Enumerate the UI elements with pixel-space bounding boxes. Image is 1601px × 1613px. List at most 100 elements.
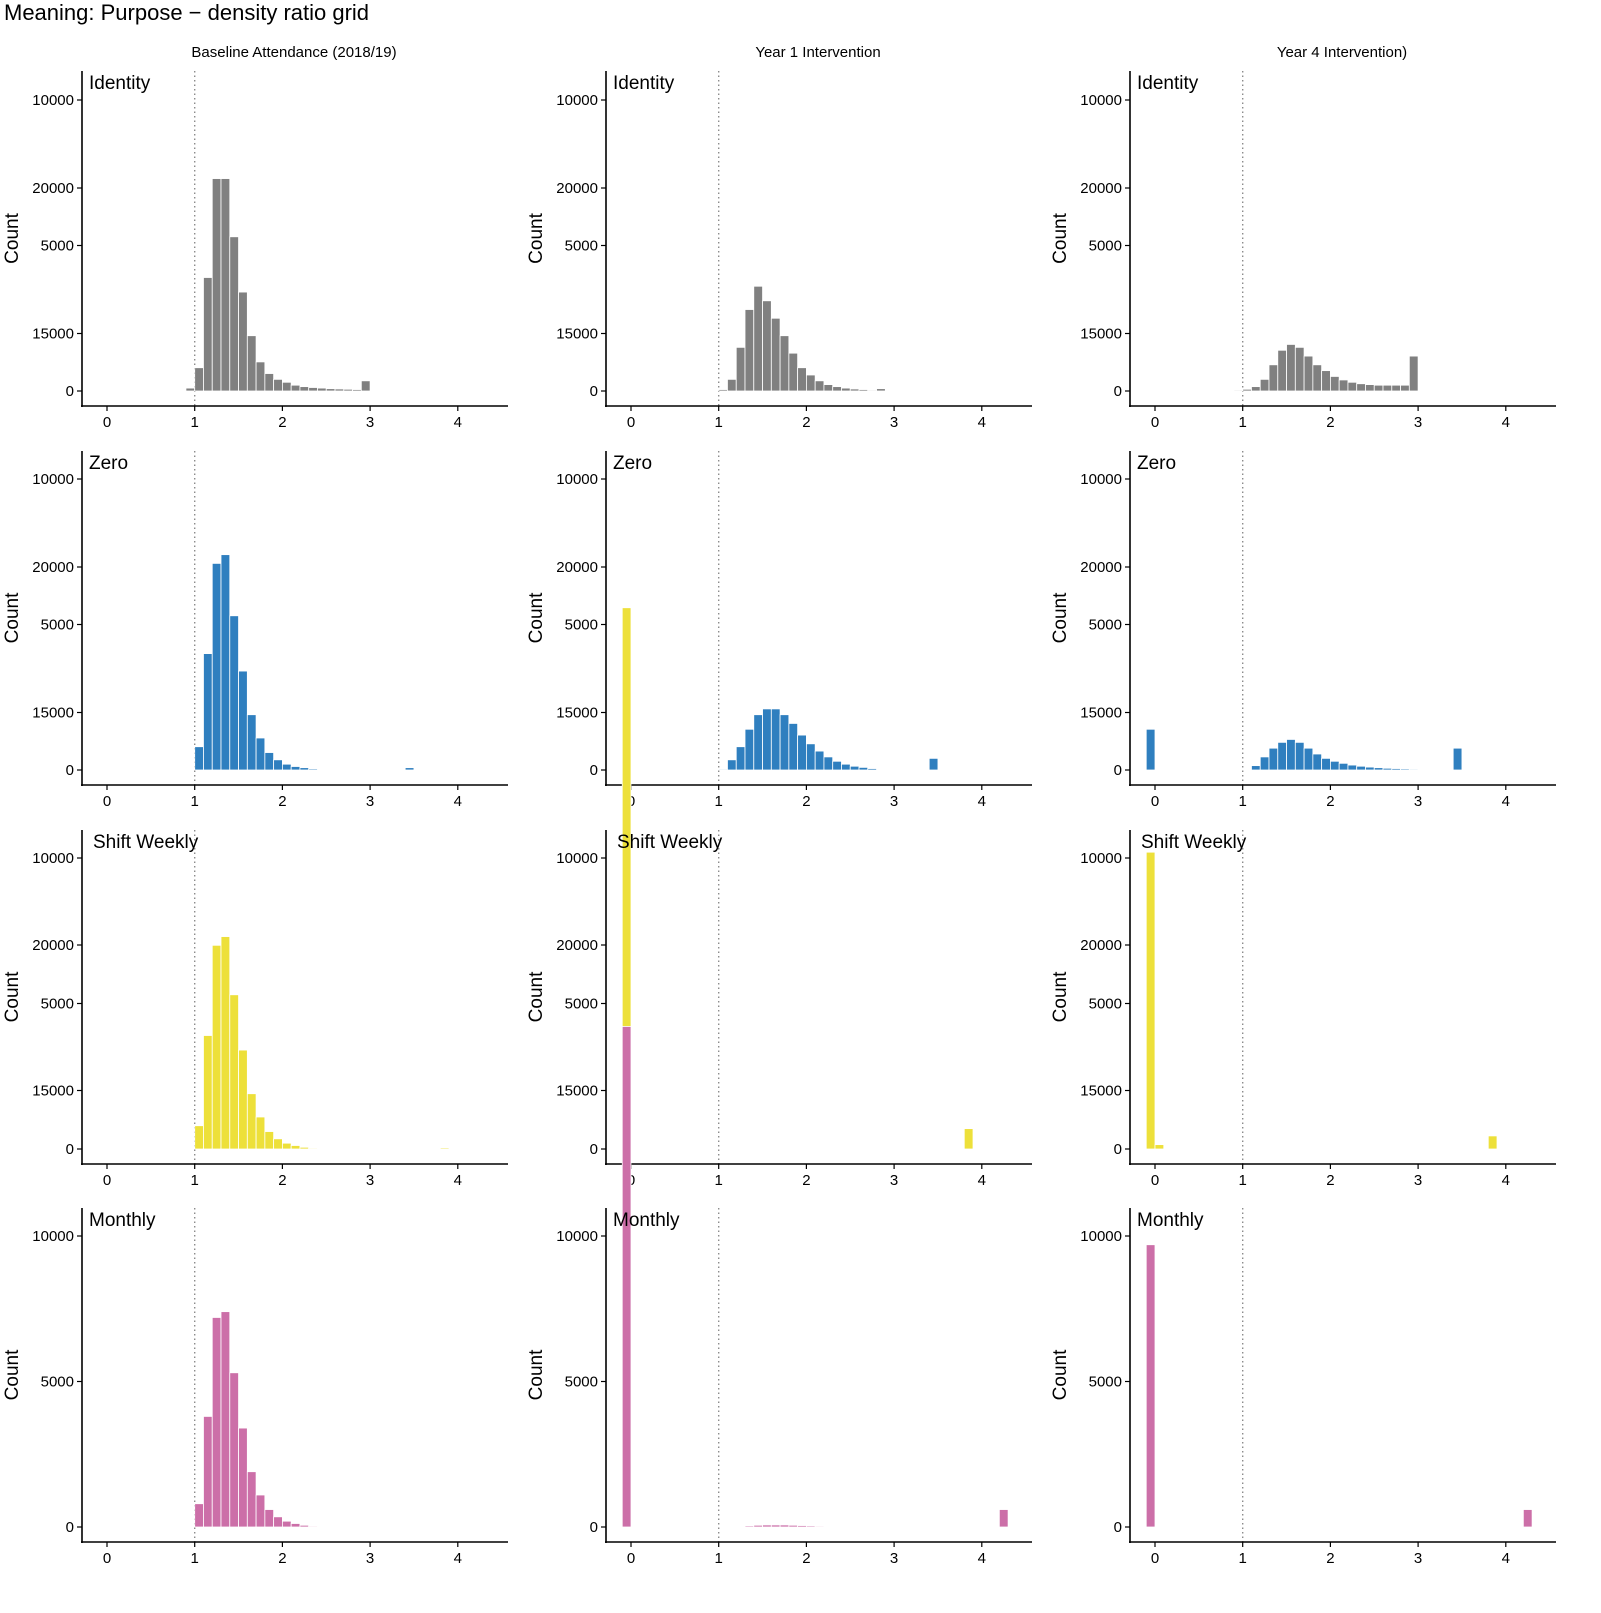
y-tick-label: 10000	[556, 471, 598, 488]
x-tick-label: 2	[802, 1550, 810, 1567]
histogram-bar	[1312, 753, 1323, 771]
histogram-bar	[1330, 760, 1340, 771]
y-tick-label: 15000	[32, 326, 74, 343]
histogram-bar	[753, 714, 763, 771]
histogram-bar	[211, 1317, 222, 1528]
y-tick-label: 10000	[556, 850, 598, 867]
histogram-bar	[806, 1525, 816, 1528]
histogram-bar	[220, 178, 231, 392]
y-tick-label: 10000	[32, 92, 74, 109]
panel-label: Identity	[613, 73, 675, 94]
histogram-bar	[832, 386, 842, 392]
y-tick-label: 5000	[565, 617, 598, 634]
histogram-bar	[1286, 344, 1296, 392]
histogram-bar	[1391, 384, 1401, 392]
histogram-bar	[1356, 383, 1366, 392]
histogram-bar	[211, 178, 222, 392]
x-tick-label: 1	[1239, 1550, 1247, 1567]
y-tick-label: 10000	[32, 471, 74, 488]
histogram-bar	[255, 361, 266, 392]
histogram-bar	[867, 768, 877, 771]
histogram-bar	[788, 723, 799, 771]
histogram-bar	[281, 1520, 292, 1528]
y-tick-label: 15000	[1080, 1083, 1122, 1100]
chart-title: Meaning: Purpose − density ratio grid	[4, 0, 370, 25]
x-tick-label: 4	[1502, 1172, 1510, 1189]
histogram-bar	[264, 1509, 275, 1528]
y-tick-label: 20000	[32, 559, 74, 576]
histogram-bar	[1373, 767, 1384, 771]
histogram-bar	[246, 1093, 257, 1150]
histogram-bar	[1268, 747, 1279, 771]
histogram-bar	[806, 743, 816, 771]
x-tick-label: 0	[103, 414, 111, 431]
x-tick-label: 0	[103, 1550, 111, 1567]
histogram-bar	[290, 766, 301, 771]
histogram-bar	[744, 309, 755, 392]
histogram-bar	[1259, 378, 1270, 392]
y-tick-label: 10000	[556, 1228, 598, 1245]
histogram-bar	[281, 1142, 292, 1150]
x-tick-label: 3	[366, 1550, 374, 1567]
histogram-bar	[1259, 756, 1270, 771]
panel-label: Zero	[89, 453, 128, 474]
histogram-bar	[814, 380, 825, 392]
histogram-bar	[1338, 762, 1349, 771]
y-tick-label: 15000	[32, 705, 74, 722]
histogram-bar	[439, 1147, 450, 1150]
histogram-bar	[273, 378, 283, 392]
x-tick-label: 1	[191, 1172, 199, 1189]
histogram-bar	[797, 367, 807, 392]
y-tick-label: 20000	[32, 180, 74, 197]
histogram-bar	[1233, 389, 1244, 392]
y-tick-label: 10000	[1080, 92, 1122, 109]
histogram-bar	[229, 1372, 239, 1528]
y-axis-label: Count	[526, 212, 547, 263]
histogram-bar	[1145, 728, 1156, 771]
x-tick-label: 3	[366, 1172, 374, 1189]
y-tick-label: 20000	[556, 559, 598, 576]
x-tick-label: 3	[1414, 1550, 1422, 1567]
x-tick-label: 2	[1326, 414, 1334, 431]
x-tick-label: 1	[715, 1172, 723, 1189]
y-tick-label: 5000	[1089, 1374, 1122, 1391]
y-tick-label: 5000	[41, 996, 74, 1013]
panel-label: Zero	[1137, 453, 1176, 474]
x-tick-label: 4	[454, 1172, 462, 1189]
column-title-year-1: Year 1 Intervention	[755, 44, 881, 61]
histogram-bar	[290, 1523, 301, 1528]
histogram-bar	[1268, 364, 1279, 392]
histogram-bar	[299, 1146, 310, 1150]
panel-label: Shift Weekly	[617, 832, 723, 853]
y-tick-label: 5000	[41, 1374, 74, 1391]
histogram-bar	[194, 1125, 204, 1150]
x-tick-label: 0	[627, 1550, 635, 1567]
histogram-bar	[858, 766, 869, 771]
histogram-bar	[308, 768, 318, 771]
column-title-year-4: Year 4 Intervention)	[1276, 44, 1408, 61]
x-tick-label: 4	[1502, 1550, 1510, 1567]
histogram-bar	[849, 765, 860, 771]
y-tick-label: 15000	[1080, 326, 1122, 343]
histogram-bar	[273, 759, 283, 771]
x-tick-label: 2	[278, 1172, 286, 1189]
x-tick-label: 2	[1326, 1172, 1334, 1189]
histogram-bar	[281, 763, 292, 771]
x-tick-label: 2	[802, 1172, 810, 1189]
histogram-bar	[1417, 768, 1428, 771]
histogram-bar	[963, 1128, 974, 1150]
x-tick-label: 3	[1414, 1172, 1422, 1189]
histogram-bar	[238, 670, 248, 771]
y-tick-label: 10000	[32, 1228, 74, 1245]
histogram-bar	[1400, 768, 1410, 771]
y-tick-label: 5000	[41, 617, 74, 634]
histogram-bar	[832, 760, 842, 771]
histogram-bar	[770, 708, 781, 771]
histogram-bar	[203, 653, 213, 771]
histogram-bar	[308, 1525, 318, 1528]
y-axis-label: Count	[2, 971, 23, 1022]
